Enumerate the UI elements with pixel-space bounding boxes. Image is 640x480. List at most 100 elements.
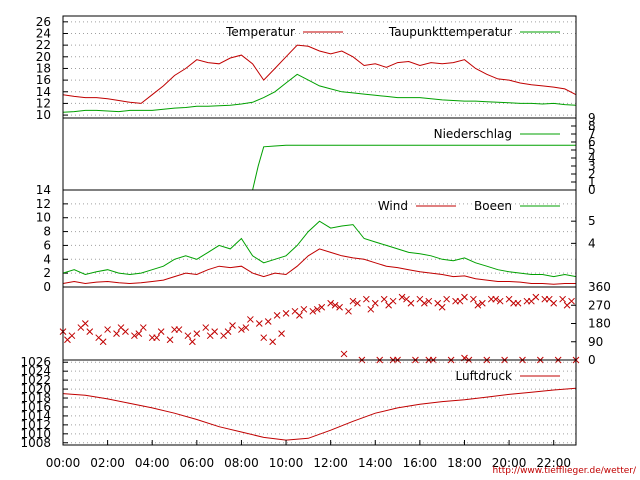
wind-direction-point (296, 312, 303, 319)
wind-direction-point (202, 324, 210, 331)
x-axis-tick-label: 04:00 (135, 456, 170, 470)
precipitation-right-tick-label: 1 (588, 175, 596, 189)
precipitation-series-line-0 (63, 144, 576, 191)
wind-direction-point (545, 295, 553, 303)
temperature-left-tick-label: 10 (36, 108, 51, 122)
wind-right-tick-label: 5 (588, 214, 596, 228)
wind-direction-point (478, 299, 486, 307)
temperature-left-tick-label: 26 (36, 15, 51, 29)
wind-left-tick-label: 14 (36, 183, 51, 197)
wind-direction-point (157, 328, 165, 335)
x-axis-tick-label: 16:00 (403, 456, 438, 470)
pressure-left-tick-label: 1016 (20, 400, 51, 414)
wind-direction-point (135, 330, 143, 337)
wind-direction-point (224, 328, 232, 335)
wind-direction-point (117, 324, 125, 331)
temperature-left-tick-label: 12 (36, 96, 51, 110)
wind-left-tick-label: 8 (43, 225, 51, 239)
wind-direction-point (229, 322, 236, 329)
wind-direction-point (371, 299, 379, 307)
x-axis-tick-label: 18:00 (447, 456, 482, 470)
wind-direction-point (349, 297, 357, 305)
wind_direction-right-tick-label: 360 (588, 280, 611, 294)
pressure-legend-label-0: Luftdruck (455, 369, 512, 383)
source-link[interactable]: http://www.tiefflieger.de/wetter/ (492, 466, 637, 476)
temperature-left-tick-label: 24 (36, 26, 51, 40)
x-axis-tick-label: 10:00 (269, 456, 304, 470)
precipitation-right-tick-label: 5 (588, 143, 596, 157)
wind-series-line-1 (62, 220, 577, 278)
wind-direction-point (255, 320, 263, 327)
wind-direction-point (443, 295, 450, 303)
x-axis-tick-label: 22:00 (536, 456, 571, 470)
wind-direction-point (496, 297, 504, 305)
wind-direction-point (420, 299, 428, 307)
wind-direction-point (81, 320, 89, 327)
precipitation-right-tick-label: 6 (588, 135, 596, 149)
pressure-left-tick-label: 1010 (20, 427, 51, 441)
wind-direction-point (318, 303, 326, 311)
temperature-legend-label-0: Temperatur (225, 25, 295, 39)
pressure-series-line-0 (62, 387, 577, 441)
wind-direction-point (206, 332, 214, 340)
wind-direction-point (340, 350, 348, 358)
wind-direction-point (456, 297, 464, 305)
wind-direction-point (86, 328, 94, 335)
wind-direction-point (139, 324, 147, 331)
precipitation-legend-label-0: Niederschlag (434, 127, 512, 141)
wind-direction-point (398, 293, 406, 301)
temperature-legend-label-1: Taupunkttemperatur (388, 25, 512, 39)
wind-left-tick-label: 2 (43, 266, 51, 280)
wind_direction-right-tick-label: 90 (588, 335, 603, 349)
pressure-left-tick-label: 1026 (20, 355, 51, 369)
wind-direction-point (166, 336, 174, 344)
wind-direction-point (131, 332, 138, 340)
wind-direction-point (184, 332, 192, 340)
pressure-panel-frame (62, 359, 577, 446)
wind-direction-point (367, 305, 375, 313)
wind-direction-point (385, 301, 392, 309)
wind-direction-point (345, 307, 352, 315)
wind_direction-panel-frame (62, 286, 577, 361)
wind_direction-right-tick-label: 180 (588, 317, 611, 331)
wind-left-tick-label: 12 (36, 197, 51, 211)
wind-direction-point (336, 303, 343, 311)
wind-direction-point (278, 330, 285, 337)
precipitation-right-tick-label: 3 (588, 159, 596, 173)
wind-direction-point (313, 305, 321, 313)
wind_direction-right-tick-label: 270 (588, 298, 611, 312)
temperature-series-line-1 (62, 73, 577, 113)
wind-direction-point (99, 338, 107, 346)
precipitation-right-tick-label: 4 (588, 151, 596, 165)
x-axis-tick-label: 20:00 (492, 456, 527, 470)
precipitation-right-tick-label: 0 (588, 183, 596, 197)
wind-direction-point (331, 301, 339, 309)
pressure-left-tick-label: 1022 (20, 373, 51, 387)
wind-direction-point (474, 301, 482, 309)
wind-direction-point (403, 295, 410, 303)
wind-direction-point (425, 297, 433, 305)
wind-direction-point (300, 305, 308, 313)
x-axis-tick-label: 12:00 (313, 456, 348, 470)
temperature-left-tick-label: 20 (36, 50, 51, 64)
x-axis-tick-label: 06:00 (180, 456, 215, 470)
wind-direction-point (104, 326, 111, 333)
pressure-left-tick-label: 1014 (20, 409, 51, 423)
wind-series-line-0 (62, 248, 576, 285)
wind-right-tick-label: 4 (588, 236, 596, 250)
wind-direction-point (362, 295, 370, 303)
wind-direction-point (492, 295, 500, 303)
pressure-left-tick-label: 1018 (20, 391, 51, 405)
wind-direction-point (528, 297, 535, 305)
wind-direction-point (438, 303, 446, 311)
wind-left-tick-label: 0 (43, 280, 51, 294)
wind-direction-point (309, 307, 317, 315)
pressure-left-tick-label: 1012 (20, 418, 51, 432)
wind-direction-point (273, 312, 281, 319)
x-axis-tick-label: 00:00 (46, 456, 81, 470)
wind-left-tick-label: 10 (36, 211, 51, 225)
precipitation-right-tick-label: 2 (588, 167, 596, 181)
wind-direction-point (242, 324, 250, 331)
wind-direction-point (510, 299, 517, 307)
